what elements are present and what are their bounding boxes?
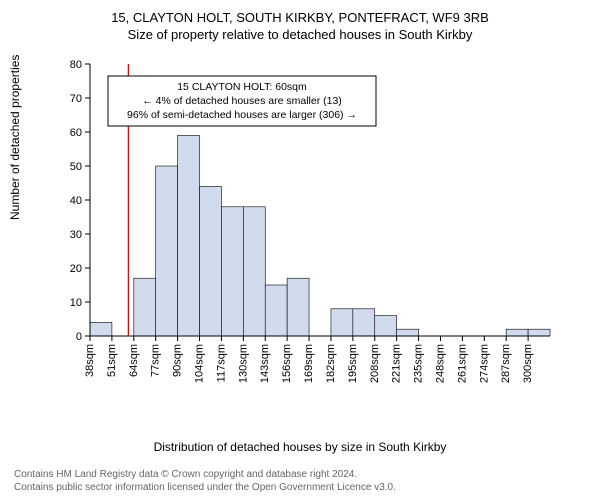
annotation-line: 96% of semi-detached houses are larger (… <box>127 109 357 121</box>
svg-text:40: 40 <box>70 195 82 207</box>
footer-credits: Contains HM Land Registry data © Crown c… <box>14 469 586 494</box>
svg-text:10: 10 <box>70 297 82 309</box>
histogram-bar <box>200 186 222 336</box>
histogram-bar <box>331 309 353 336</box>
histogram-bar <box>243 207 265 336</box>
svg-text:77sqm: 77sqm <box>150 344 162 377</box>
svg-text:117sqm: 117sqm <box>215 344 227 382</box>
svg-text:169sqm: 169sqm <box>303 344 315 383</box>
svg-text:130sqm: 130sqm <box>237 344 249 383</box>
footer-line2: Contains public sector information licen… <box>14 482 586 495</box>
histogram-bar <box>134 278 156 336</box>
svg-text:261sqm: 261sqm <box>456 344 468 383</box>
svg-text:235sqm: 235sqm <box>413 344 425 383</box>
chart-title-block: 15, CLAYTON HOLT, SOUTH KIRKBY, PONTEFRA… <box>0 0 600 42</box>
svg-text:60: 60 <box>70 127 82 139</box>
svg-text:221sqm: 221sqm <box>391 344 403 383</box>
svg-text:182sqm: 182sqm <box>325 344 337 383</box>
footer-line1: Contains HM Land Registry data © Crown c… <box>14 469 586 482</box>
histogram-bar <box>528 329 550 336</box>
svg-text:248sqm: 248sqm <box>434 344 446 383</box>
svg-text:30: 30 <box>70 229 82 241</box>
svg-text:70: 70 <box>70 93 82 105</box>
histogram-bar <box>265 285 287 336</box>
histogram-bar <box>287 278 309 336</box>
histogram-bar <box>90 322 112 336</box>
annotation-line: ← 4% of detached houses are smaller (13) <box>142 95 342 107</box>
title-address: 15, CLAYTON HOLT, SOUTH KIRKBY, PONTEFRA… <box>0 10 600 25</box>
title-subtitle: Size of property relative to detached ho… <box>0 27 600 42</box>
svg-text:0: 0 <box>76 331 82 343</box>
svg-text:50: 50 <box>70 161 82 173</box>
svg-text:143sqm: 143sqm <box>259 344 271 383</box>
chart-area: 0 10 20 30 40 50 60 70 80 38sqm 51sqm 64sqm 77sqm 90s… <box>60 56 560 386</box>
histogram-bar <box>375 316 397 336</box>
histogram-bar <box>353 309 375 336</box>
svg-text:38sqm: 38sqm <box>84 344 96 377</box>
svg-text:90sqm: 90sqm <box>172 344 184 377</box>
histogram-bar <box>397 329 419 336</box>
svg-text:104sqm: 104sqm <box>194 344 206 383</box>
svg-text:51sqm: 51sqm <box>106 344 118 377</box>
svg-text:208sqm: 208sqm <box>369 344 381 383</box>
svg-text:300sqm: 300sqm <box>522 344 534 383</box>
x-axis-label: Distribution of detached houses by size … <box>0 440 600 454</box>
svg-text:20: 20 <box>70 263 82 275</box>
annotation-line: 15 CLAYTON HOLT: 60sqm <box>177 81 307 93</box>
histogram-bar <box>156 166 178 336</box>
svg-text:274sqm: 274sqm <box>478 344 490 383</box>
svg-text:156sqm: 156sqm <box>281 344 293 383</box>
svg-text:64sqm: 64sqm <box>128 344 140 377</box>
histogram-bar <box>178 135 200 336</box>
histogram-bar <box>506 329 528 336</box>
y-axis-label: Number of detached properties <box>8 55 22 220</box>
svg-text:287sqm: 287sqm <box>500 344 512 383</box>
svg-text:80: 80 <box>70 59 82 71</box>
histogram-bar <box>221 207 243 336</box>
svg-text:195sqm: 195sqm <box>347 344 359 383</box>
histogram-plot: 0 10 20 30 40 50 60 70 80 38sqm 51sqm 64sqm 77sqm 90s… <box>60 56 560 386</box>
